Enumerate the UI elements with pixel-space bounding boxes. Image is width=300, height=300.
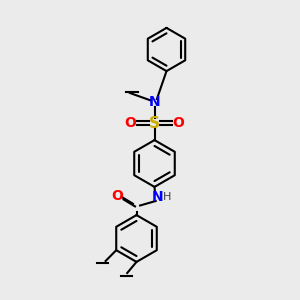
Text: O: O (124, 116, 136, 130)
Text: O: O (172, 116, 184, 130)
Text: N: N (149, 95, 160, 109)
Text: N: N (152, 190, 163, 204)
Text: H: H (163, 192, 171, 203)
Text: S: S (149, 116, 160, 130)
Text: O: O (111, 189, 123, 203)
